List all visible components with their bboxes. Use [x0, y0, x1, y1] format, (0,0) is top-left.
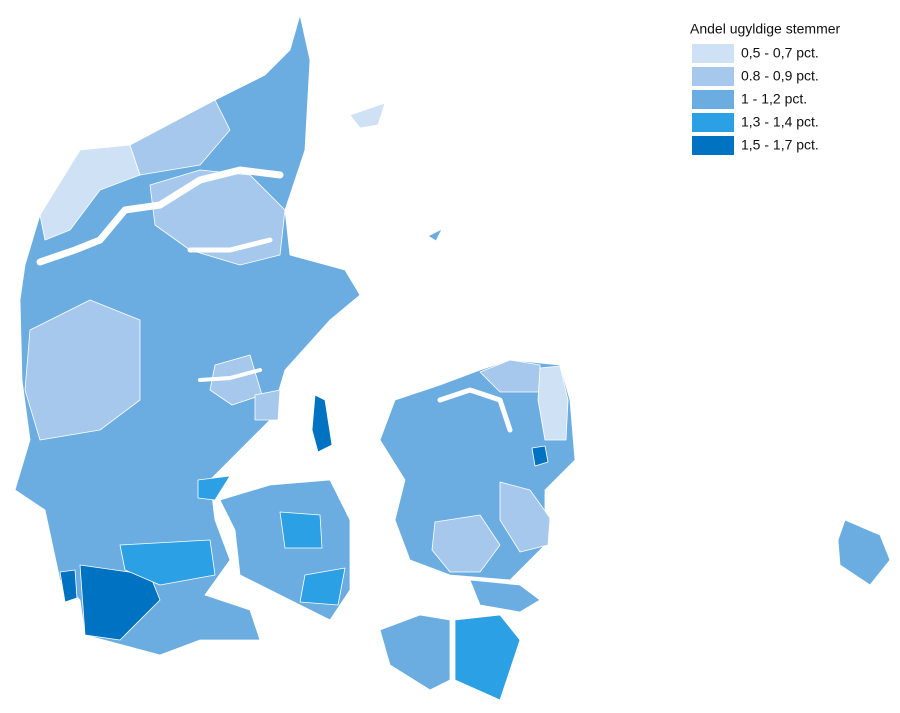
- legend-swatch: [692, 136, 734, 155]
- legend: Andel ugyldige stemmer 0,5 - 0,7 pct. 0.8…: [690, 21, 841, 155]
- region: [311, 394, 333, 453]
- region: [431, 514, 501, 573]
- legend-label: 0,5 - 0,7 pct.: [741, 45, 819, 61]
- region: [454, 614, 521, 701]
- region: [119, 539, 216, 586]
- region: [254, 389, 281, 421]
- region: [349, 102, 386, 129]
- region: [209, 354, 263, 406]
- region: [537, 365, 569, 441]
- fjord: [198, 368, 262, 382]
- region: [59, 569, 78, 603]
- fjord: [437, 387, 513, 433]
- region: [837, 519, 891, 586]
- region: [24, 299, 141, 441]
- legend-swatch: [692, 113, 734, 132]
- legend-label: 1,5 - 1,7 pct.: [741, 137, 819, 153]
- legend-label: 1 - 1,2 pct.: [741, 91, 807, 107]
- region: [427, 228, 443, 242]
- region: [279, 511, 323, 549]
- region: [197, 475, 231, 501]
- region: [499, 481, 551, 553]
- legend-title: Andel ugyldige stemmer: [690, 21, 841, 37]
- region: [379, 614, 451, 691]
- legend-label: 1,3 - 1,4 pct.: [741, 114, 819, 130]
- legend-swatch: [692, 44, 734, 63]
- region: [469, 579, 541, 613]
- legend-swatch: [692, 90, 734, 109]
- region: [39, 144, 141, 241]
- region: [531, 445, 549, 467]
- water: [36, 166, 513, 433]
- fjord: [187, 237, 273, 253]
- fjord: [36, 166, 284, 266]
- region: [299, 567, 346, 606]
- region: [129, 99, 231, 176]
- legend-swatch: [692, 67, 734, 86]
- legend-label: 0.8 - 0,9 pct.: [741, 68, 819, 84]
